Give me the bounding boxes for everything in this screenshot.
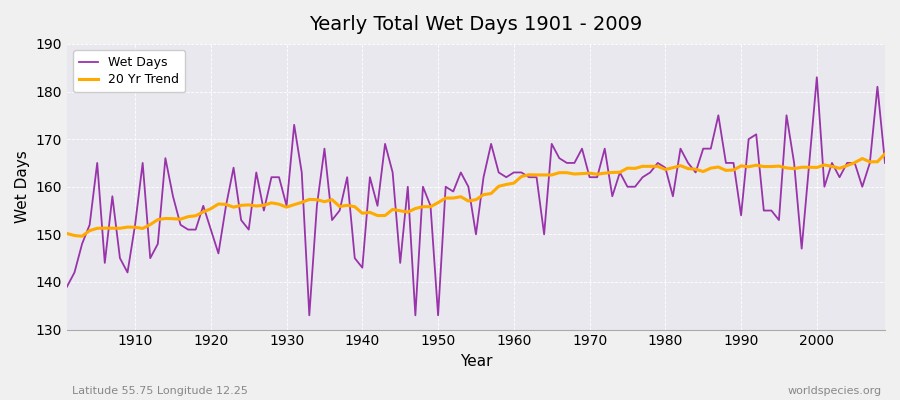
20 Yr Trend bbox=[61, 231, 72, 236]
Wet Days bbox=[812, 75, 823, 80]
Wet Days bbox=[607, 194, 617, 199]
Text: worldspecies.org: worldspecies.org bbox=[788, 386, 882, 396]
X-axis label: Year: Year bbox=[460, 354, 492, 369]
Wet Days bbox=[289, 122, 300, 127]
20 Yr Trend bbox=[342, 203, 353, 208]
20 Yr Trend bbox=[296, 200, 307, 205]
20 Yr Trend bbox=[607, 170, 617, 175]
20 Yr Trend bbox=[130, 225, 140, 230]
Wet Days bbox=[122, 270, 133, 275]
Wet Days bbox=[879, 160, 890, 165]
Line: Wet Days: Wet Days bbox=[67, 77, 885, 315]
20 Yr Trend bbox=[508, 181, 519, 186]
Line: 20 Yr Trend: 20 Yr Trend bbox=[67, 154, 885, 236]
20 Yr Trend bbox=[76, 234, 87, 238]
20 Yr Trend bbox=[879, 152, 890, 156]
Y-axis label: Wet Days: Wet Days bbox=[15, 150, 30, 223]
20 Yr Trend bbox=[516, 174, 526, 179]
Wet Days bbox=[342, 175, 353, 180]
Wet Days bbox=[304, 313, 315, 318]
Wet Days bbox=[508, 170, 519, 175]
Text: Latitude 55.75 Longitude 12.25: Latitude 55.75 Longitude 12.25 bbox=[72, 386, 248, 396]
Legend: Wet Days, 20 Yr Trend: Wet Days, 20 Yr Trend bbox=[73, 50, 185, 92]
Wet Days bbox=[516, 170, 526, 175]
Title: Yearly Total Wet Days 1901 - 2009: Yearly Total Wet Days 1901 - 2009 bbox=[310, 15, 643, 34]
Wet Days bbox=[61, 284, 72, 289]
